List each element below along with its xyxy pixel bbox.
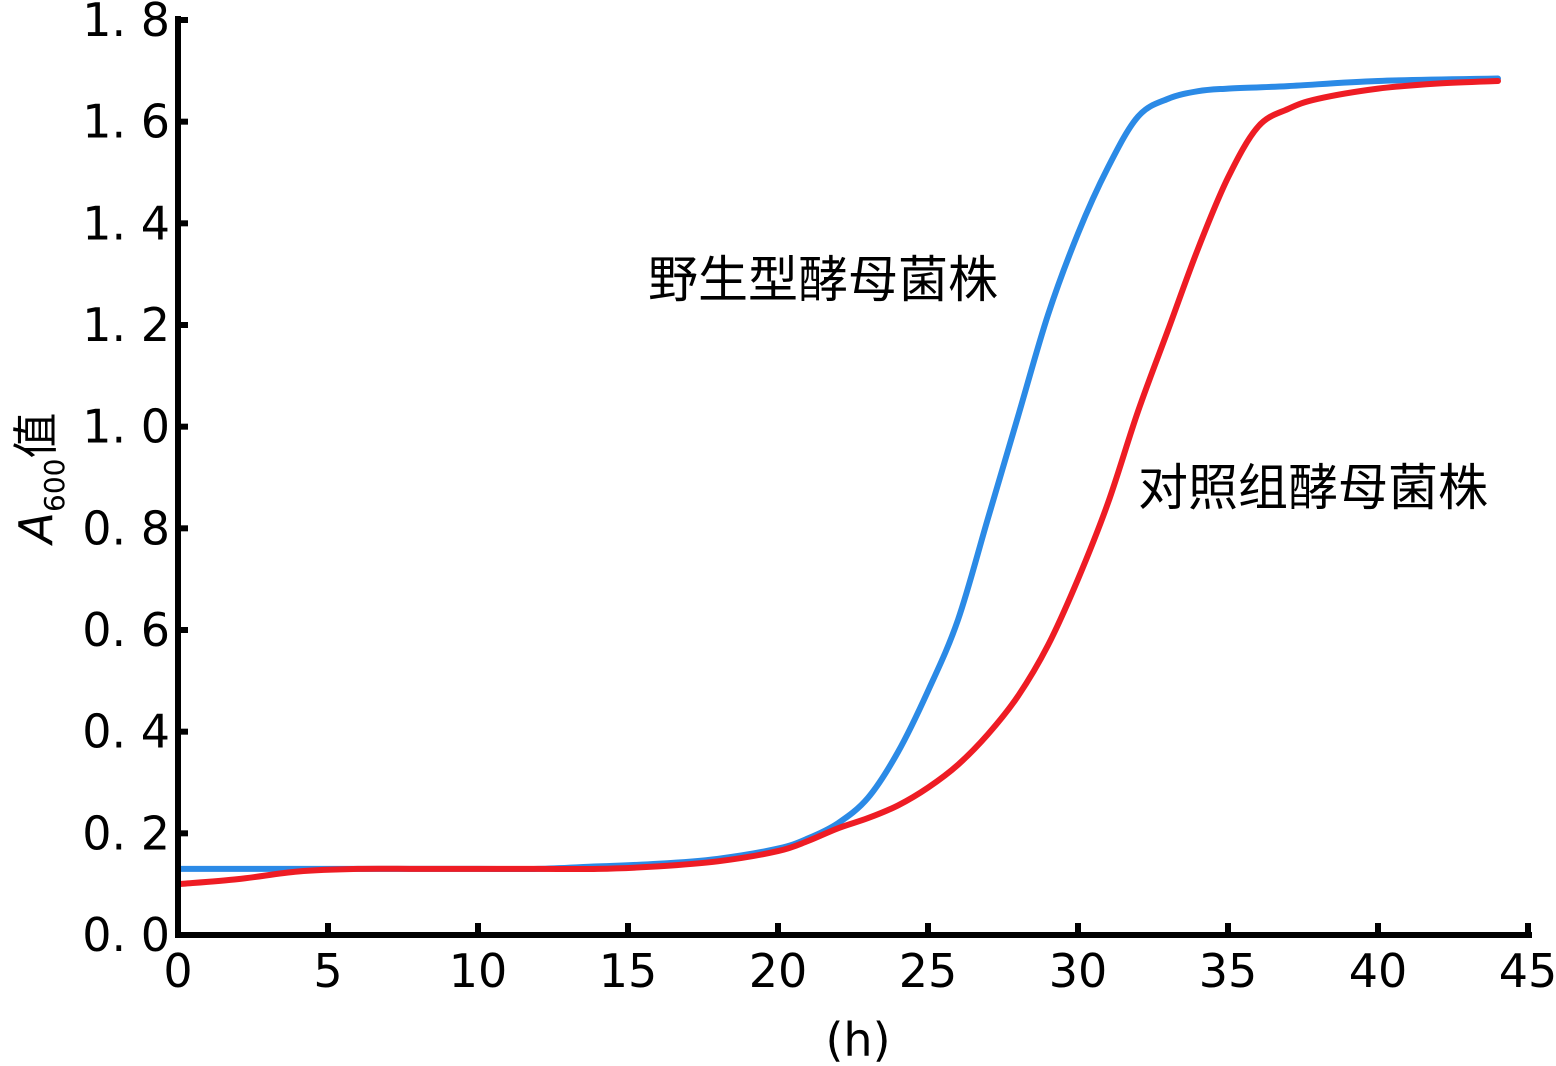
series-label-control: 对照组酵母菌株	[1138, 459, 1488, 517]
series-label-wild-type: 野生型酵母菌株	[648, 251, 998, 309]
ticks-layer: 0 5 10 15 20 25 30 35 40 45 0. 0 0. 2 0. 4 0. 6 0. 8 1.…	[82, 0, 1556, 998]
x-tick-label: 15	[599, 944, 658, 998]
y-tick-label: 1. 8	[82, 0, 170, 47]
y-axis-title-subscript: 600	[38, 459, 71, 512]
series-line-control	[175, 78, 1501, 888]
y-tick-label: 0. 4	[82, 705, 170, 759]
x-tick-label: 10	[449, 944, 508, 998]
y-tick-label: 1. 2	[82, 298, 170, 352]
x-tick-label: 30	[1049, 944, 1108, 998]
x-tick-label: 0	[163, 944, 192, 998]
y-axis-title-suffix: 值	[9, 413, 63, 459]
axes-layer	[175, 16, 1532, 938]
x-tick-label: 35	[1199, 944, 1258, 998]
series-layer	[175, 75, 1501, 888]
y-tick-label: 0. 8	[82, 501, 170, 555]
x-tick-label: 25	[899, 944, 958, 998]
y-tick-label: 1. 4	[82, 196, 170, 250]
y-tick-label: 1. 0	[82, 400, 170, 454]
y-tick-label: 1. 6	[82, 95, 170, 149]
x-tick-label: 20	[749, 944, 808, 998]
y-tick-label: 0. 2	[82, 806, 170, 860]
labels-layer: (h) A600值 野生型酵母菌株 对照组酵母菌株	[9, 251, 1488, 1066]
y-tick-label: 0. 6	[82, 603, 170, 657]
x-tick-label: 45	[1499, 944, 1556, 998]
x-tick-label: 40	[1349, 944, 1408, 998]
x-tick-label: 5	[313, 944, 342, 998]
y-axis-title-main: A	[9, 512, 63, 546]
y-axis-title: A600值	[9, 413, 71, 547]
y-tick-label: 0. 0	[82, 908, 170, 962]
x-axis-title: (h)	[825, 1013, 890, 1066]
